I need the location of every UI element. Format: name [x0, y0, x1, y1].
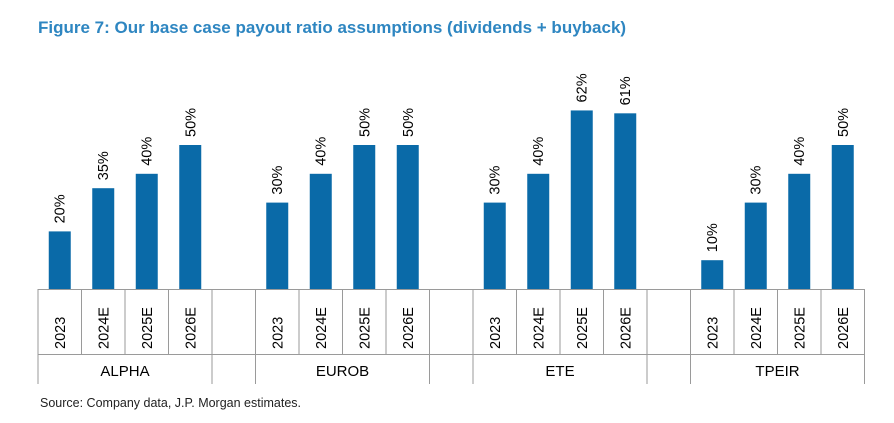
bar-eurob-2026e [396, 145, 419, 289]
tick-label: 2024E [314, 307, 330, 349]
data-label: 20% [53, 194, 69, 223]
tick-label: 2026E [183, 307, 199, 349]
tick-label: 2023 [53, 317, 69, 349]
tick-label: 2026E [401, 307, 417, 349]
data-label: 35% [96, 151, 112, 180]
data-label: 50% [836, 108, 852, 137]
tick-label: 2024E [96, 307, 112, 349]
tick-label: 2025E [140, 307, 156, 349]
bar-alpha-2024e [92, 188, 115, 289]
bar-alpha-2025e [135, 173, 158, 289]
tick-label: 2026E [836, 307, 852, 349]
bar-eurob-2025e [353, 145, 376, 289]
bar-eurob-2024e [309, 173, 332, 289]
group-label-eurob: EUROB [316, 363, 369, 380]
bar-tpeir-2024e [744, 202, 767, 289]
bar-tpeir-2023 [701, 260, 724, 289]
bar-ete-2024e [527, 173, 550, 289]
bar-alpha-2026e [179, 145, 202, 289]
data-label: 62% [575, 73, 591, 102]
data-label: 40% [314, 137, 330, 166]
bar-ete-2026e [614, 113, 637, 289]
bar-alpha-2023 [48, 231, 71, 289]
payout-ratio-bar-chart: ALPHA 20% 2023 35% 2024E 40% 2025E 50% 2026E EURO… [37, 73, 865, 384]
data-label: 50% [357, 108, 373, 137]
bar-tpeir-2025e [788, 173, 811, 289]
data-label: 30% [488, 165, 504, 194]
data-label: 40% [531, 137, 547, 166]
data-label: 30% [270, 165, 286, 194]
group-label-alpha: ALPHA [100, 363, 149, 380]
tick-label: 2025E [575, 307, 591, 349]
tick-label: 2024E [749, 307, 765, 349]
data-label: 40% [140, 137, 156, 166]
data-label: 50% [401, 108, 417, 137]
chart-title: Figure 7: Our base case payout ratio ass… [38, 18, 627, 37]
tick-label: 2024E [531, 307, 547, 349]
tick-label: 2025E [357, 307, 373, 349]
group-label-ete: ETE [545, 363, 574, 380]
tick-label: 2023 [488, 317, 504, 349]
group-label-tpeir: TPEIR [755, 363, 799, 380]
bar-ete-2023 [483, 202, 506, 289]
tick-label: 2023 [270, 317, 286, 349]
bar-eurob-2023 [266, 202, 289, 289]
data-label: 40% [792, 137, 808, 166]
bar-tpeir-2026e [831, 145, 854, 289]
tick-label: 2023 [705, 317, 721, 349]
data-label: 30% [749, 165, 765, 194]
data-label: 50% [183, 108, 199, 137]
data-label: 10% [705, 223, 721, 252]
bar-ete-2025e [570, 110, 593, 289]
source-note: Source: Company data, J.P. Morgan estima… [40, 396, 302, 410]
data-label: 61% [618, 76, 634, 105]
tick-label: 2025E [792, 307, 808, 349]
tick-label: 2026E [618, 307, 634, 349]
